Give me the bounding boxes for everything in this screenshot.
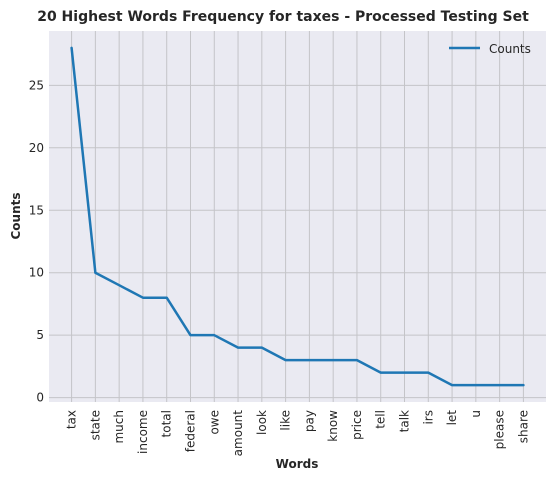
y-tick-label: 5 xyxy=(36,328,44,342)
x-tick-label: amount xyxy=(231,410,245,457)
x-tick-label: u xyxy=(469,410,483,418)
x-tick-label: tell xyxy=(374,410,388,429)
x-tick-label: federal xyxy=(183,410,197,452)
plot-background xyxy=(49,31,546,402)
x-tick-label: tax xyxy=(65,410,79,429)
ticks: tax state much income total federal owe amount l… xyxy=(29,78,531,456)
x-tick-label: please xyxy=(493,410,507,449)
x-tick-label: total xyxy=(160,410,174,437)
x-tick-label: share xyxy=(516,410,530,443)
series-line xyxy=(70,46,525,387)
y-tick-label: 0 xyxy=(36,391,44,405)
grid xyxy=(49,31,546,402)
x-tick-label: irs xyxy=(421,410,435,425)
x-tick-label: talk xyxy=(398,410,412,432)
y-tick-label: 20 xyxy=(29,141,44,155)
y-tick-label: 10 xyxy=(29,266,44,280)
x-tick-label: owe xyxy=(207,410,221,435)
y-tick-label: 25 xyxy=(29,78,44,92)
x-tick-label: know xyxy=(326,410,340,442)
x-tick-label: look xyxy=(255,410,269,435)
x-tick-label: price xyxy=(350,410,364,440)
legend: Counts xyxy=(449,42,531,56)
chart-title: 20 Highest Words Frequency for taxes - P… xyxy=(37,9,529,25)
x-axis-title: Words xyxy=(276,457,319,471)
series xyxy=(70,46,525,387)
x-tick-label: much xyxy=(112,410,126,444)
x-tick-label: state xyxy=(88,410,102,440)
legend-label: Counts xyxy=(489,42,531,56)
x-tick-label: pay xyxy=(302,410,316,432)
y-tick-label: 15 xyxy=(29,203,44,217)
x-tick-label: income xyxy=(136,410,150,454)
x-tick-label: like xyxy=(279,410,293,431)
x-tick-label: let xyxy=(445,410,459,426)
y-axis-title: Counts xyxy=(9,192,23,239)
